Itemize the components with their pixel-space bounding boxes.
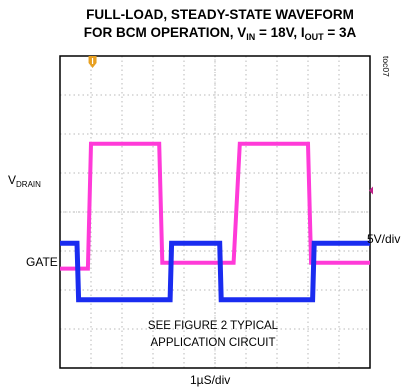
- plot-markers: [88, 56, 373, 195]
- title-vin-value: = 18V, I: [255, 25, 305, 40]
- title-prefix: FOR BCM OPERATION, V: [83, 25, 247, 40]
- figure-code: toc07: [381, 56, 391, 77]
- chart-title-line2: FOR BCM OPERATION, VIN = 18V, IOUT = 3A: [60, 24, 380, 42]
- gate-label: GATE: [26, 255, 58, 269]
- note-line2: APPLICATION CIRCUIT: [150, 337, 276, 349]
- drain-label: VDRAIN: [8, 173, 41, 189]
- drain-label-main: V: [8, 173, 17, 187]
- title-iout-value: = 3A: [323, 25, 357, 40]
- drain-voltage-trace: [60, 141, 370, 271]
- x-scale-label: 1µS/div: [190, 373, 231, 387]
- waveform-traces: [60, 141, 370, 303]
- plot-frame: [59, 55, 371, 369]
- title-iout-subscript: OUT: [304, 32, 324, 42]
- plot-grid: [60, 56, 370, 368]
- gate-voltage-trace: [60, 240, 370, 303]
- y-scale-label: 5V/div: [367, 232, 401, 246]
- drain-label-subscript: DRAIN: [16, 180, 41, 189]
- reference-marker-icon: [369, 186, 373, 195]
- chart-title-line1: FULL-LOAD, STEADY-STATE WAVEFORM: [86, 7, 354, 22]
- note-line1: SEE FIGURE 2 TYPICAL: [147, 320, 279, 332]
- title-vin-subscript: IN: [246, 32, 256, 42]
